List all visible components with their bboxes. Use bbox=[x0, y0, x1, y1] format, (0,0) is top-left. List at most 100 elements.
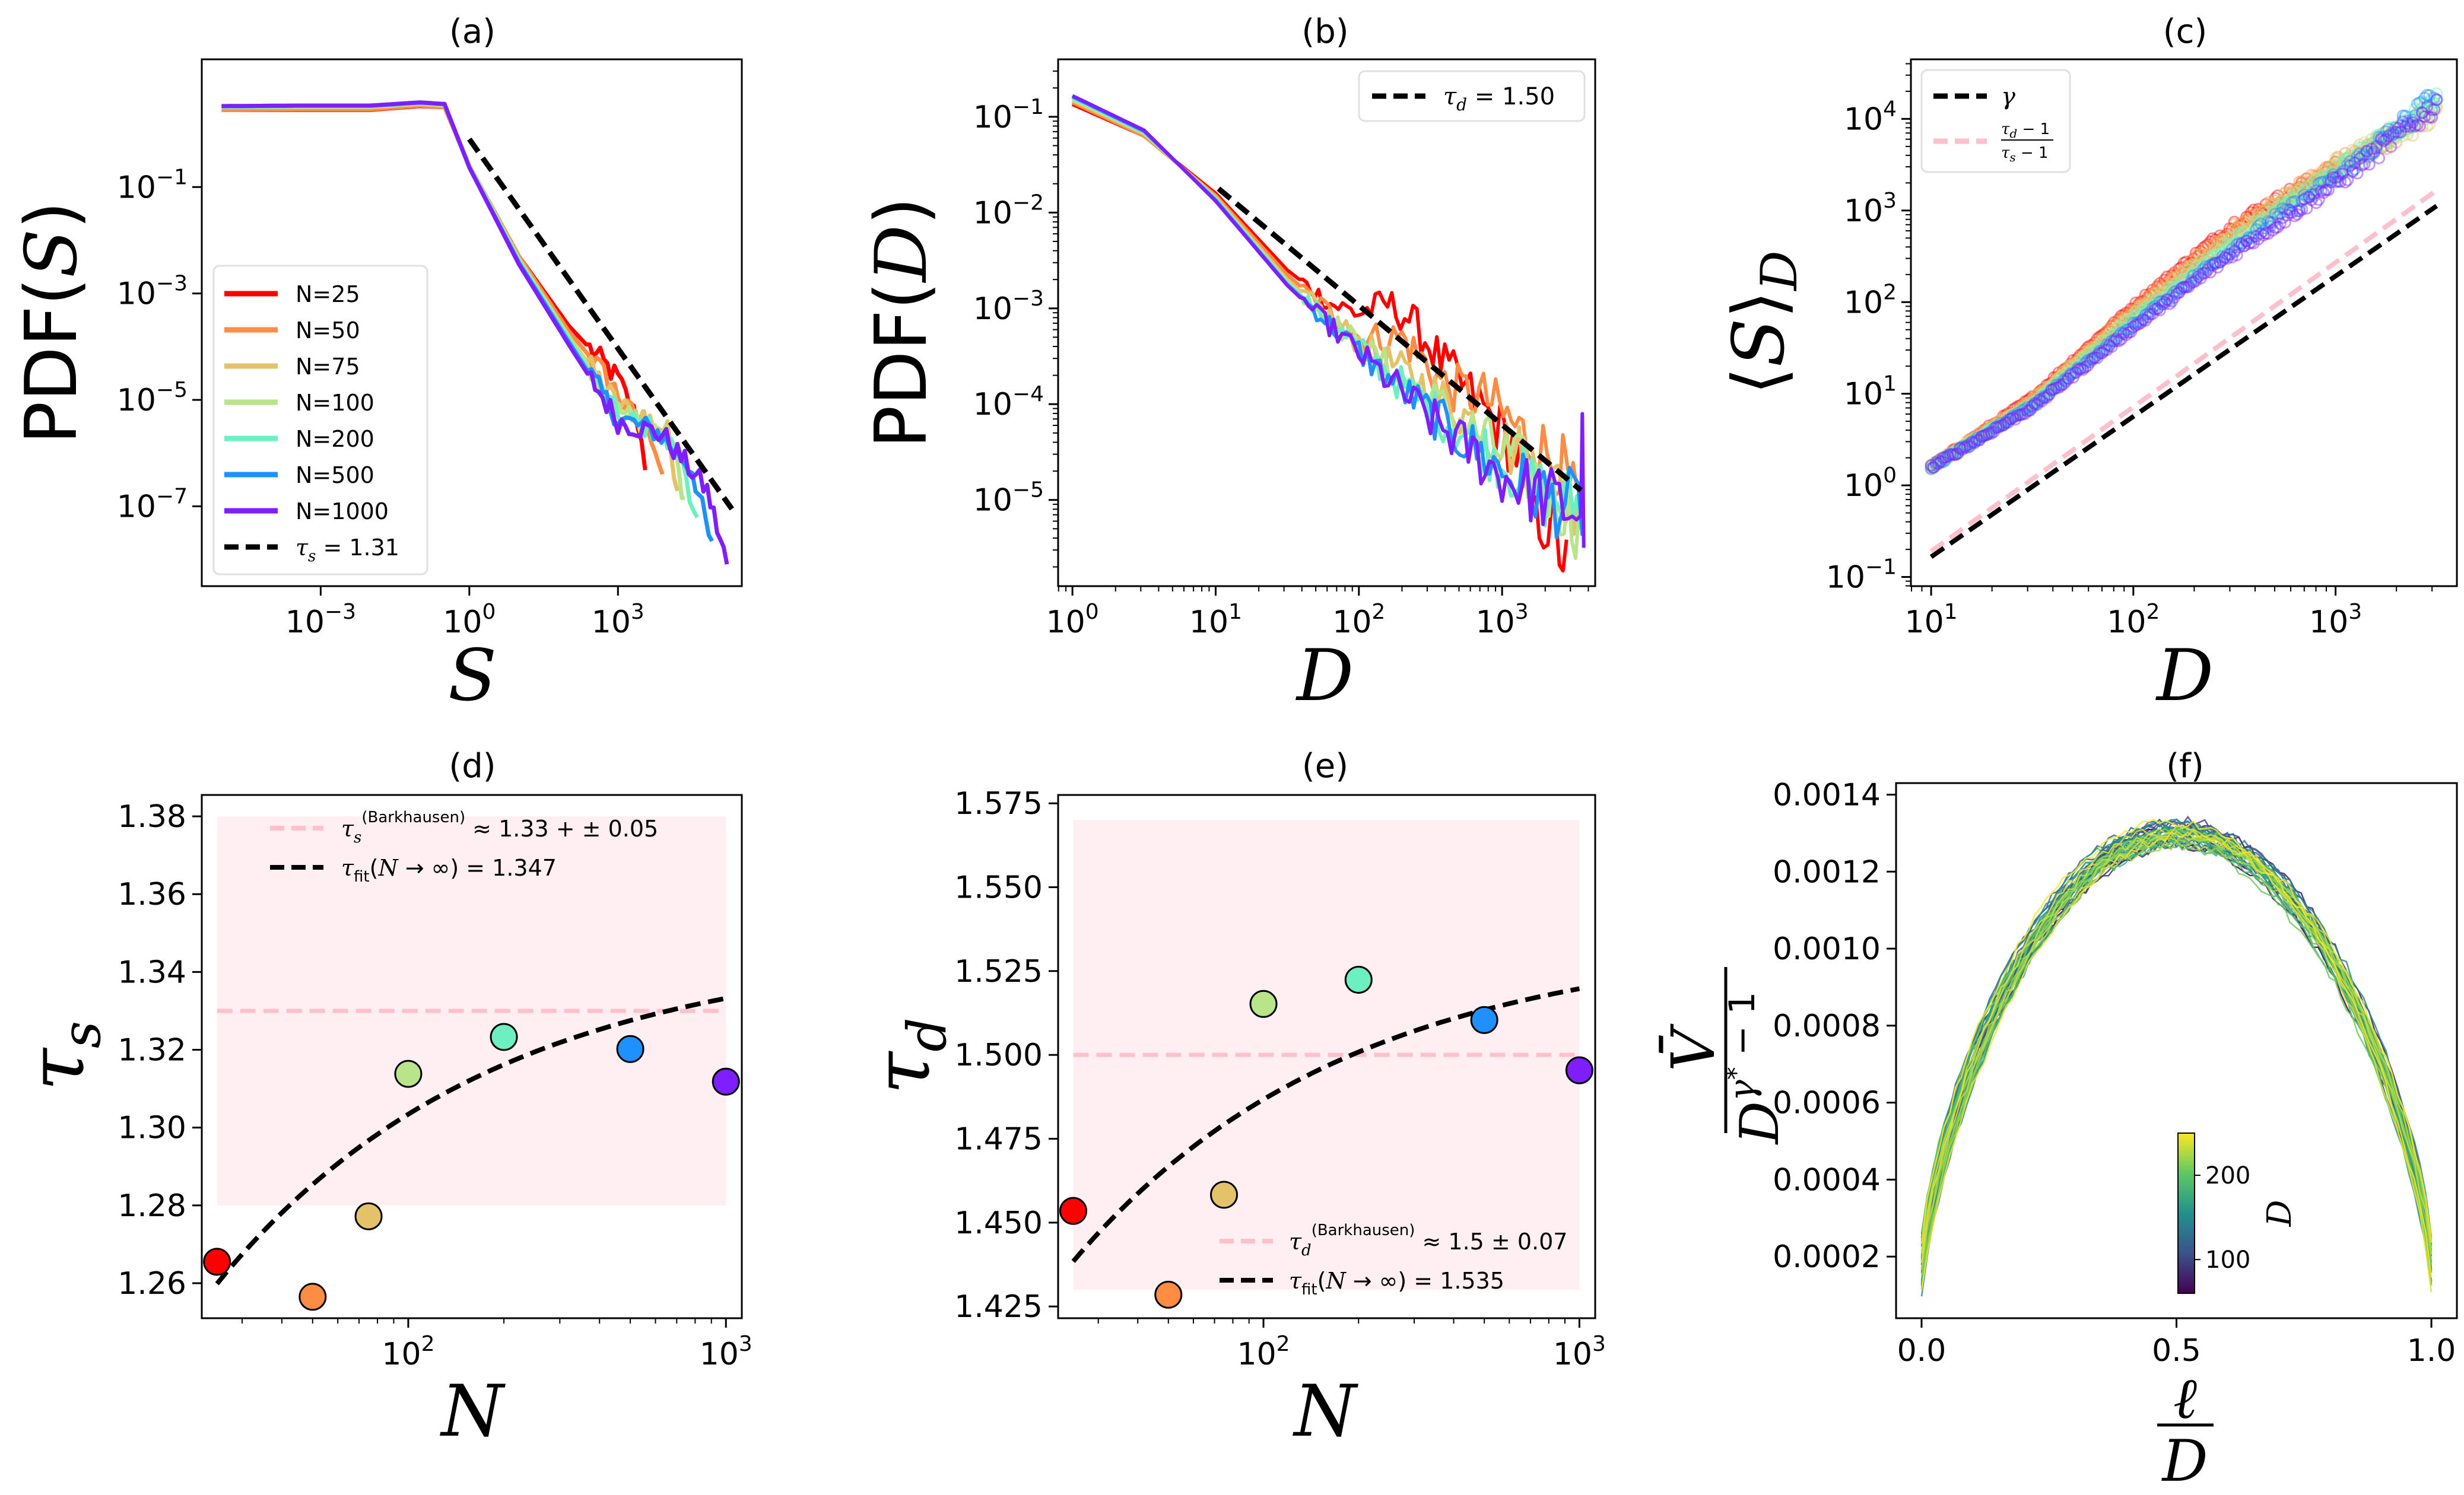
scatter-point bbox=[1992, 420, 2005, 433]
scatter-point bbox=[2414, 113, 2426, 126]
scatter-point bbox=[2259, 216, 2272, 229]
scatter-point bbox=[2052, 376, 2065, 389]
scatter-point bbox=[2274, 217, 2287, 230]
scatter-point bbox=[1947, 448, 1960, 462]
scatter-point bbox=[2006, 409, 2020, 422]
scatter-point bbox=[1995, 413, 2008, 427]
scatter-point bbox=[2004, 407, 2017, 420]
y-tick-label: 1.26 bbox=[118, 1266, 186, 1302]
scatter-point bbox=[2100, 325, 2113, 338]
scatter-point bbox=[2088, 336, 2101, 349]
scatter-point bbox=[2025, 399, 2038, 412]
scatter-point bbox=[1966, 434, 1979, 447]
scatter-point bbox=[1999, 414, 2012, 427]
scatter-point bbox=[2057, 374, 2070, 387]
scatter-point bbox=[2144, 294, 2157, 307]
scatter-point bbox=[2332, 152, 2345, 166]
scatter-point bbox=[2025, 390, 2038, 403]
panel-c-xlabel: D bbox=[2155, 635, 2214, 717]
scatter-point bbox=[2384, 140, 2398, 153]
scatter-point bbox=[2303, 190, 2316, 203]
scatter-point bbox=[2329, 165, 2342, 178]
scatter-point bbox=[2025, 393, 2038, 405]
scatter-point bbox=[2416, 106, 2429, 119]
scatter-point bbox=[2055, 368, 2068, 381]
scatter-point bbox=[2069, 357, 2082, 370]
data-point-N50 bbox=[1154, 1280, 1183, 1309]
scatter-point bbox=[2025, 396, 2038, 409]
scatter-point bbox=[2392, 122, 2405, 135]
scatter-point bbox=[2204, 259, 2217, 272]
scatter-point bbox=[1987, 425, 2000, 438]
scatter-point bbox=[2307, 190, 2320, 203]
series-line-N=1000 bbox=[221, 100, 729, 565]
scatter-point bbox=[1990, 420, 2003, 433]
scatter-point bbox=[2043, 380, 2056, 393]
scatter-point bbox=[2117, 310, 2130, 323]
scatter-point bbox=[2344, 160, 2357, 172]
scatter-point bbox=[2392, 123, 2405, 136]
scatter-point bbox=[2033, 392, 2046, 405]
scatter-point bbox=[2259, 219, 2272, 231]
scatter-point bbox=[1936, 453, 1949, 466]
scatter-point bbox=[2040, 391, 2053, 404]
scatter-point bbox=[2348, 156, 2361, 169]
scatter-point bbox=[2380, 142, 2393, 155]
scatter-point bbox=[2271, 221, 2284, 234]
svg-text:τs − 1: τs − 1 bbox=[2001, 144, 2049, 164]
scatter-point bbox=[1954, 444, 1967, 457]
scatter-point bbox=[1944, 447, 1957, 460]
x-tick-label: 0.0 bbox=[1897, 1333, 1947, 1369]
scatter-point bbox=[2098, 327, 2111, 340]
scatter-point bbox=[2314, 168, 2328, 182]
scatter-point bbox=[2401, 125, 2414, 138]
scatter-point bbox=[2189, 263, 2202, 276]
scatter-point bbox=[2122, 326, 2135, 339]
scatter-point bbox=[2023, 404, 2036, 417]
scatter-point bbox=[2307, 170, 2320, 183]
scatter-point bbox=[2199, 260, 2212, 273]
scatter-point bbox=[2059, 362, 2072, 375]
scatter-point bbox=[2059, 375, 2072, 388]
scatter-point bbox=[2389, 120, 2402, 133]
scatter-point bbox=[2293, 205, 2306, 218]
scatter-point bbox=[1925, 459, 1938, 472]
svg-text:D: D bbox=[2161, 1428, 2208, 1494]
scatter-point bbox=[2202, 263, 2215, 276]
scatter-point bbox=[2084, 355, 2097, 368]
scatter-point bbox=[2072, 361, 2084, 374]
scatter-point bbox=[2360, 145, 2373, 158]
scatter-point bbox=[2298, 193, 2311, 206]
scatter-point bbox=[2139, 308, 2152, 322]
scatter-point bbox=[2373, 138, 2386, 151]
scatter-point bbox=[2209, 244, 2222, 257]
scatter-point bbox=[2122, 313, 2135, 326]
scatter-point bbox=[2129, 301, 2142, 313]
scatter-point bbox=[1927, 458, 1940, 471]
scatter-point bbox=[2043, 388, 2056, 401]
scatter-point bbox=[2365, 142, 2378, 155]
scatter-point bbox=[2105, 324, 2118, 337]
scatter-point bbox=[1990, 420, 2003, 433]
scatter-point bbox=[2257, 207, 2270, 220]
scatter-point bbox=[2016, 403, 2029, 416]
scatter-point bbox=[2375, 131, 2388, 144]
scatter-point bbox=[2127, 308, 2140, 321]
scatter-point bbox=[2165, 295, 2179, 308]
scatter-point bbox=[2002, 413, 2015, 427]
scatter-point bbox=[2399, 123, 2412, 136]
scatter-point bbox=[2055, 379, 2068, 392]
scatter-point bbox=[2066, 357, 2079, 370]
scatter-point bbox=[2421, 100, 2434, 113]
scatter-point bbox=[1961, 441, 1974, 454]
scatter-point bbox=[2105, 319, 2118, 332]
scatter-point bbox=[2009, 410, 2022, 423]
scatter-point bbox=[1932, 457, 1945, 470]
scatter-point bbox=[2033, 386, 2046, 399]
scatter-point bbox=[2021, 401, 2034, 414]
scatter-point bbox=[2286, 187, 2298, 200]
scatter-point bbox=[1936, 451, 1949, 465]
scatter-point bbox=[2117, 313, 2130, 326]
scatter-point bbox=[2023, 395, 2036, 408]
